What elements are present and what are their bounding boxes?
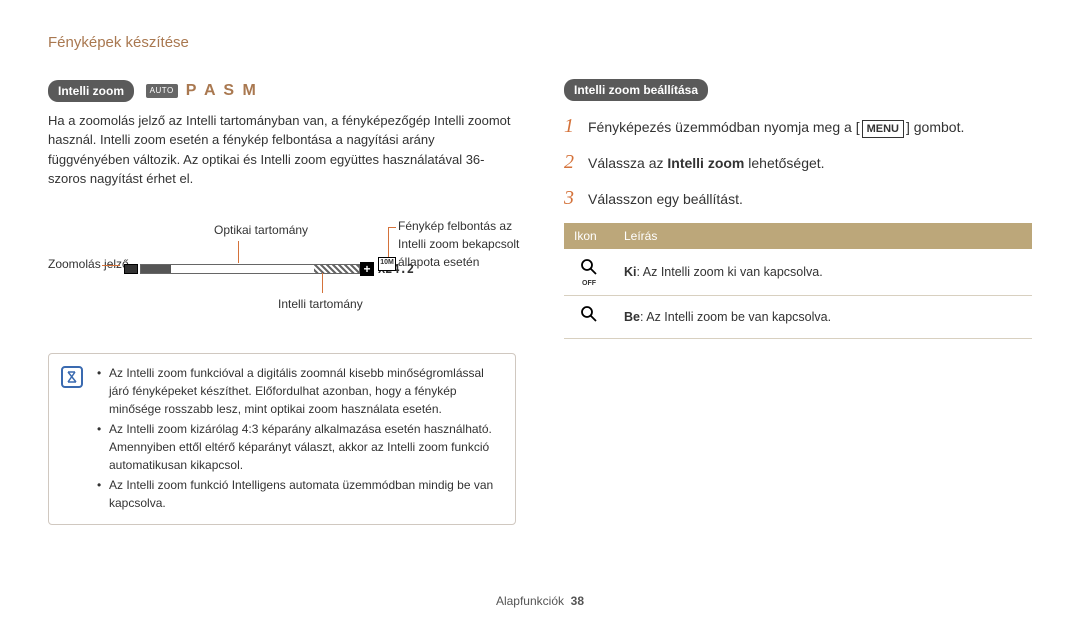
menu-button-label: MENU xyxy=(862,120,904,139)
zoom-bar: + X24.2 xyxy=(124,260,414,278)
resolution-label: Fénykép felbontás az Intelli zoom bekapc… xyxy=(398,217,538,271)
zoom-in-icon: + xyxy=(360,262,374,276)
table-row: OFF Ki: Az Intelli zoom ki van kapcsolva… xyxy=(564,249,1032,296)
intelli-range-fill xyxy=(314,265,359,273)
step-text: ] gombot. xyxy=(906,119,964,135)
footer-page-number: 38 xyxy=(571,594,584,608)
option-desc: : Az Intelli zoom be van kapcsolva. xyxy=(640,310,831,324)
step-text: lehetőséget. xyxy=(744,155,824,171)
zoom-indicator-label: Zoomolás jelző xyxy=(48,255,129,273)
off-label: OFF xyxy=(574,280,604,287)
note-box: Az Intelli zoom funkcióval a digitális z… xyxy=(48,353,516,525)
zoom-track xyxy=(140,264,360,274)
intelli-zoom-badge: Intelli zoom xyxy=(48,80,134,102)
step-text-bold: Intelli zoom xyxy=(667,155,744,171)
option-name: Be xyxy=(624,310,640,324)
step-2: 2 Válassza az Intelli zoom lehetőséget. xyxy=(564,147,1032,177)
page-footer: Alapfunkciók 38 xyxy=(0,592,1080,610)
note-item: Az Intelli zoom kizárólag 4:3 képarány a… xyxy=(97,420,501,474)
footer-section: Alapfunkciók xyxy=(496,594,564,608)
step-text: Fényképezés üzemmódban nyomja meg a [ xyxy=(588,119,860,135)
option-icon-off: OFF xyxy=(564,249,614,296)
table-header-desc: Leírás xyxy=(614,223,1032,249)
note-item: Az Intelli zoom funkcióval a digitális z… xyxy=(97,364,501,418)
step-3: 3 Válasszon egy beállítást. xyxy=(564,183,1032,213)
step-number: 2 xyxy=(564,147,588,177)
table-header-icon: Ikon xyxy=(564,223,614,249)
magnifier-off-icon xyxy=(579,257,599,277)
leader-line xyxy=(322,273,323,293)
right-column: Intelli zoom beállítása 1 Fényképezés üz… xyxy=(564,79,1032,525)
intelli-range-label: Intelli tartomány xyxy=(278,295,363,313)
option-name: Ki xyxy=(624,265,637,279)
option-icon-on xyxy=(564,296,614,339)
zoom-out-icon xyxy=(124,264,138,274)
leader-line xyxy=(388,227,389,257)
zoom-fill xyxy=(141,265,171,273)
note-item: Az Intelli zoom funkció Intelligens auto… xyxy=(97,476,501,512)
leader-line xyxy=(102,265,120,266)
step-text: Válassza az xyxy=(588,155,667,171)
magnifier-on-icon xyxy=(579,304,599,324)
note-icon xyxy=(61,366,83,388)
auto-mode-tag: AUTO xyxy=(146,84,178,98)
intro-paragraph: Ha a zoomolás jelző az Intelli tartomány… xyxy=(48,111,516,189)
step-number: 1 xyxy=(564,111,588,141)
left-column: Intelli zoom AUTO P A S M Ha a zoomolás … xyxy=(48,79,516,525)
intelli-zoom-settings-badge: Intelli zoom beállítása xyxy=(564,79,708,101)
step-text: Válasszon egy beállítást. xyxy=(588,189,743,210)
step-number: 3 xyxy=(564,183,588,213)
zoom-diagram: Optikai tartomány Zoomolás jelző + X24.2… xyxy=(48,217,516,337)
optical-range-label: Optikai tartomány xyxy=(214,221,308,239)
table-row: Be: Az Intelli zoom be van kapcsolva. xyxy=(564,296,1032,339)
option-desc: : Az Intelli zoom ki van kapcsolva. xyxy=(637,265,823,279)
step-1: 1 Fényképezés üzemmódban nyomja meg a [M… xyxy=(564,111,1032,141)
resolution-icon: 10M xyxy=(378,257,396,271)
page-header: Fényképek készítése xyxy=(48,32,1032,55)
options-table: Ikon Leírás OFF Ki: Az Intelli zoom ki v… xyxy=(564,223,1032,340)
mode-letters: P A S M xyxy=(186,79,258,103)
